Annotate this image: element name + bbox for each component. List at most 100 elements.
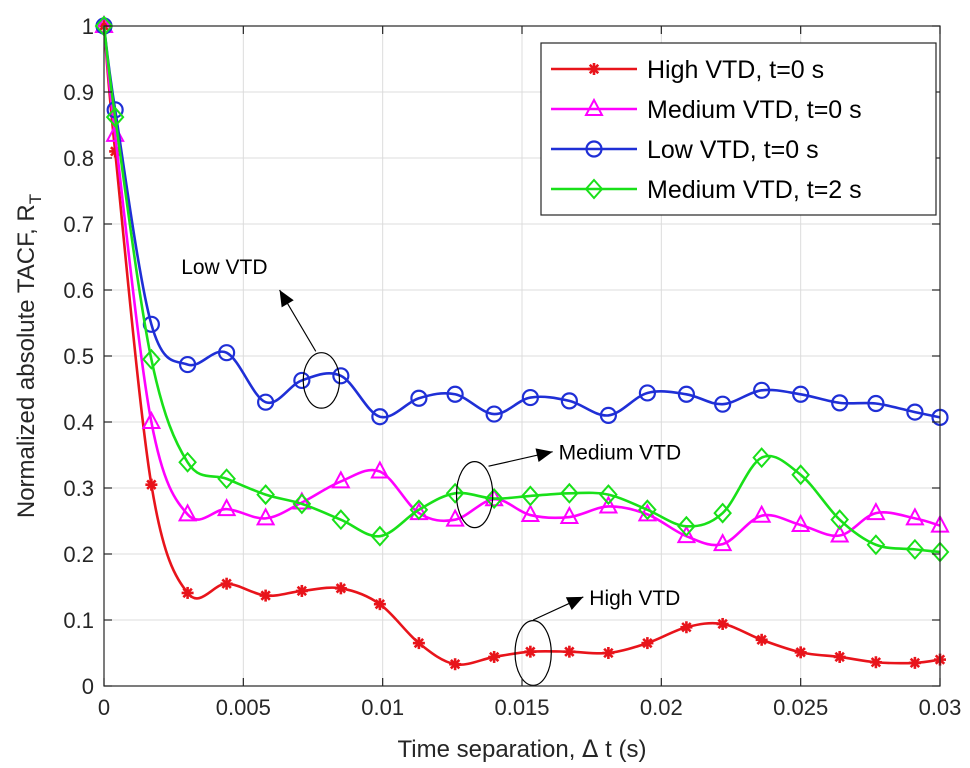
y-tick-label: 0.4 <box>63 410 94 435</box>
series-line-1 <box>102 25 941 547</box>
y-tick-label: 1 <box>82 14 94 39</box>
x-tick-label: 0.005 <box>216 695 271 720</box>
data-point <box>412 637 425 650</box>
data-point <box>677 385 696 403</box>
legend-label: Medium VTD, t=0 s <box>647 96 862 124</box>
data-point <box>905 507 925 526</box>
data-point <box>906 403 924 421</box>
data-point <box>142 348 161 370</box>
x-tick-label: 0 <box>98 695 110 720</box>
legend-swatch-marker <box>584 97 604 116</box>
data-point <box>676 525 697 544</box>
data-point <box>485 405 503 423</box>
data-point <box>105 106 125 128</box>
data-point <box>866 501 886 521</box>
legend-item-1: Medium VTD, t=0 s <box>551 96 862 124</box>
axis-ticks <box>103 25 941 687</box>
data-point <box>755 633 768 646</box>
data-point <box>524 645 537 658</box>
annotation-label: Low VTD <box>181 256 267 279</box>
data-point <box>520 503 541 523</box>
y-tick-label: 0.9 <box>63 80 94 105</box>
data-point <box>563 645 576 658</box>
y-tick-label: 0.3 <box>63 476 94 501</box>
data-point <box>220 577 233 590</box>
data-point <box>181 586 194 599</box>
legend-item-3: Medium VTD, t=2 s <box>551 176 862 204</box>
x-axis-label: Time separation, Δ t (s) <box>398 735 647 763</box>
data-point <box>370 525 390 547</box>
data-point <box>445 508 465 527</box>
legend-label: Medium VTD, t=2 s <box>647 176 862 204</box>
y-tick-label: 0.7 <box>63 212 94 237</box>
legend-swatch-marker <box>584 178 604 200</box>
data-point <box>255 507 276 526</box>
y-axis-label: Normalized absolute TACF, RT <box>13 194 45 518</box>
legend-box <box>540 42 937 216</box>
data-point <box>680 621 693 634</box>
data-point <box>908 656 921 669</box>
data-point <box>792 385 810 403</box>
data-point <box>599 406 617 424</box>
annotation-0: Low VTD <box>181 256 341 409</box>
data-point <box>445 482 465 504</box>
legend: High VTD, t=0 s Medium VTD, t=0 s Low VTD,… <box>540 42 937 216</box>
data-point <box>598 495 619 514</box>
data-point <box>905 538 925 560</box>
annotation-2: High VTD <box>514 587 680 686</box>
data-point <box>331 470 351 489</box>
data-point <box>409 499 429 521</box>
data-point <box>521 485 540 507</box>
series-line-2 <box>102 25 941 419</box>
data-point <box>753 381 771 399</box>
data-point <box>677 515 696 537</box>
y-tick-label: 0 <box>82 674 94 699</box>
data-point <box>638 499 657 521</box>
data-point <box>295 584 308 597</box>
data-point <box>218 344 236 362</box>
data-point <box>560 392 578 410</box>
y-tick-label: 0.6 <box>63 278 94 303</box>
data-point <box>560 482 579 504</box>
data-point <box>833 650 846 663</box>
data-point <box>712 532 733 552</box>
data-point <box>791 513 811 532</box>
y-tick-label: 0.8 <box>63 146 94 171</box>
data-point <box>599 484 618 506</box>
x-tick-label: 0.03 <box>919 695 962 720</box>
legend-swatch-marker <box>585 140 603 158</box>
data-point <box>373 598 386 611</box>
data-point <box>446 385 464 403</box>
data-point <box>830 524 850 543</box>
data-point <box>449 658 462 671</box>
data-point <box>217 468 236 490</box>
data-point <box>141 410 162 429</box>
data-point <box>830 509 850 531</box>
data-point <box>257 393 275 411</box>
y-tick-label: 0.5 <box>63 344 94 369</box>
data-point <box>794 646 807 659</box>
tick-labels: 0 0.005 0.01 0.015 0.02 0.025 0.03 0 0.1 0.2 0.3 0.… <box>63 14 961 720</box>
legend-swatch-marker <box>588 63 600 75</box>
data-point <box>641 637 654 650</box>
data-point <box>145 478 158 491</box>
data-point <box>751 504 772 523</box>
data-point <box>331 509 351 531</box>
data-point <box>292 491 312 510</box>
annotation-label: High VTD <box>589 587 680 610</box>
data-point <box>752 447 771 469</box>
data-point <box>521 388 539 407</box>
data-point <box>177 503 198 522</box>
legend-label: High VTD, t=0 s <box>647 56 824 84</box>
annotation-arrowhead <box>565 596 584 610</box>
data-point <box>488 650 501 663</box>
y-tick-label: 0.2 <box>63 542 94 567</box>
annotation-1: Medium VTD <box>455 442 681 529</box>
data-point <box>371 408 389 426</box>
data-point <box>713 502 732 524</box>
x-tick-label: 0.01 <box>361 695 404 720</box>
annotation-ellipse <box>302 352 341 409</box>
x-tick-label: 0.025 <box>773 695 828 720</box>
data-point <box>714 395 732 413</box>
data-point <box>293 371 311 390</box>
